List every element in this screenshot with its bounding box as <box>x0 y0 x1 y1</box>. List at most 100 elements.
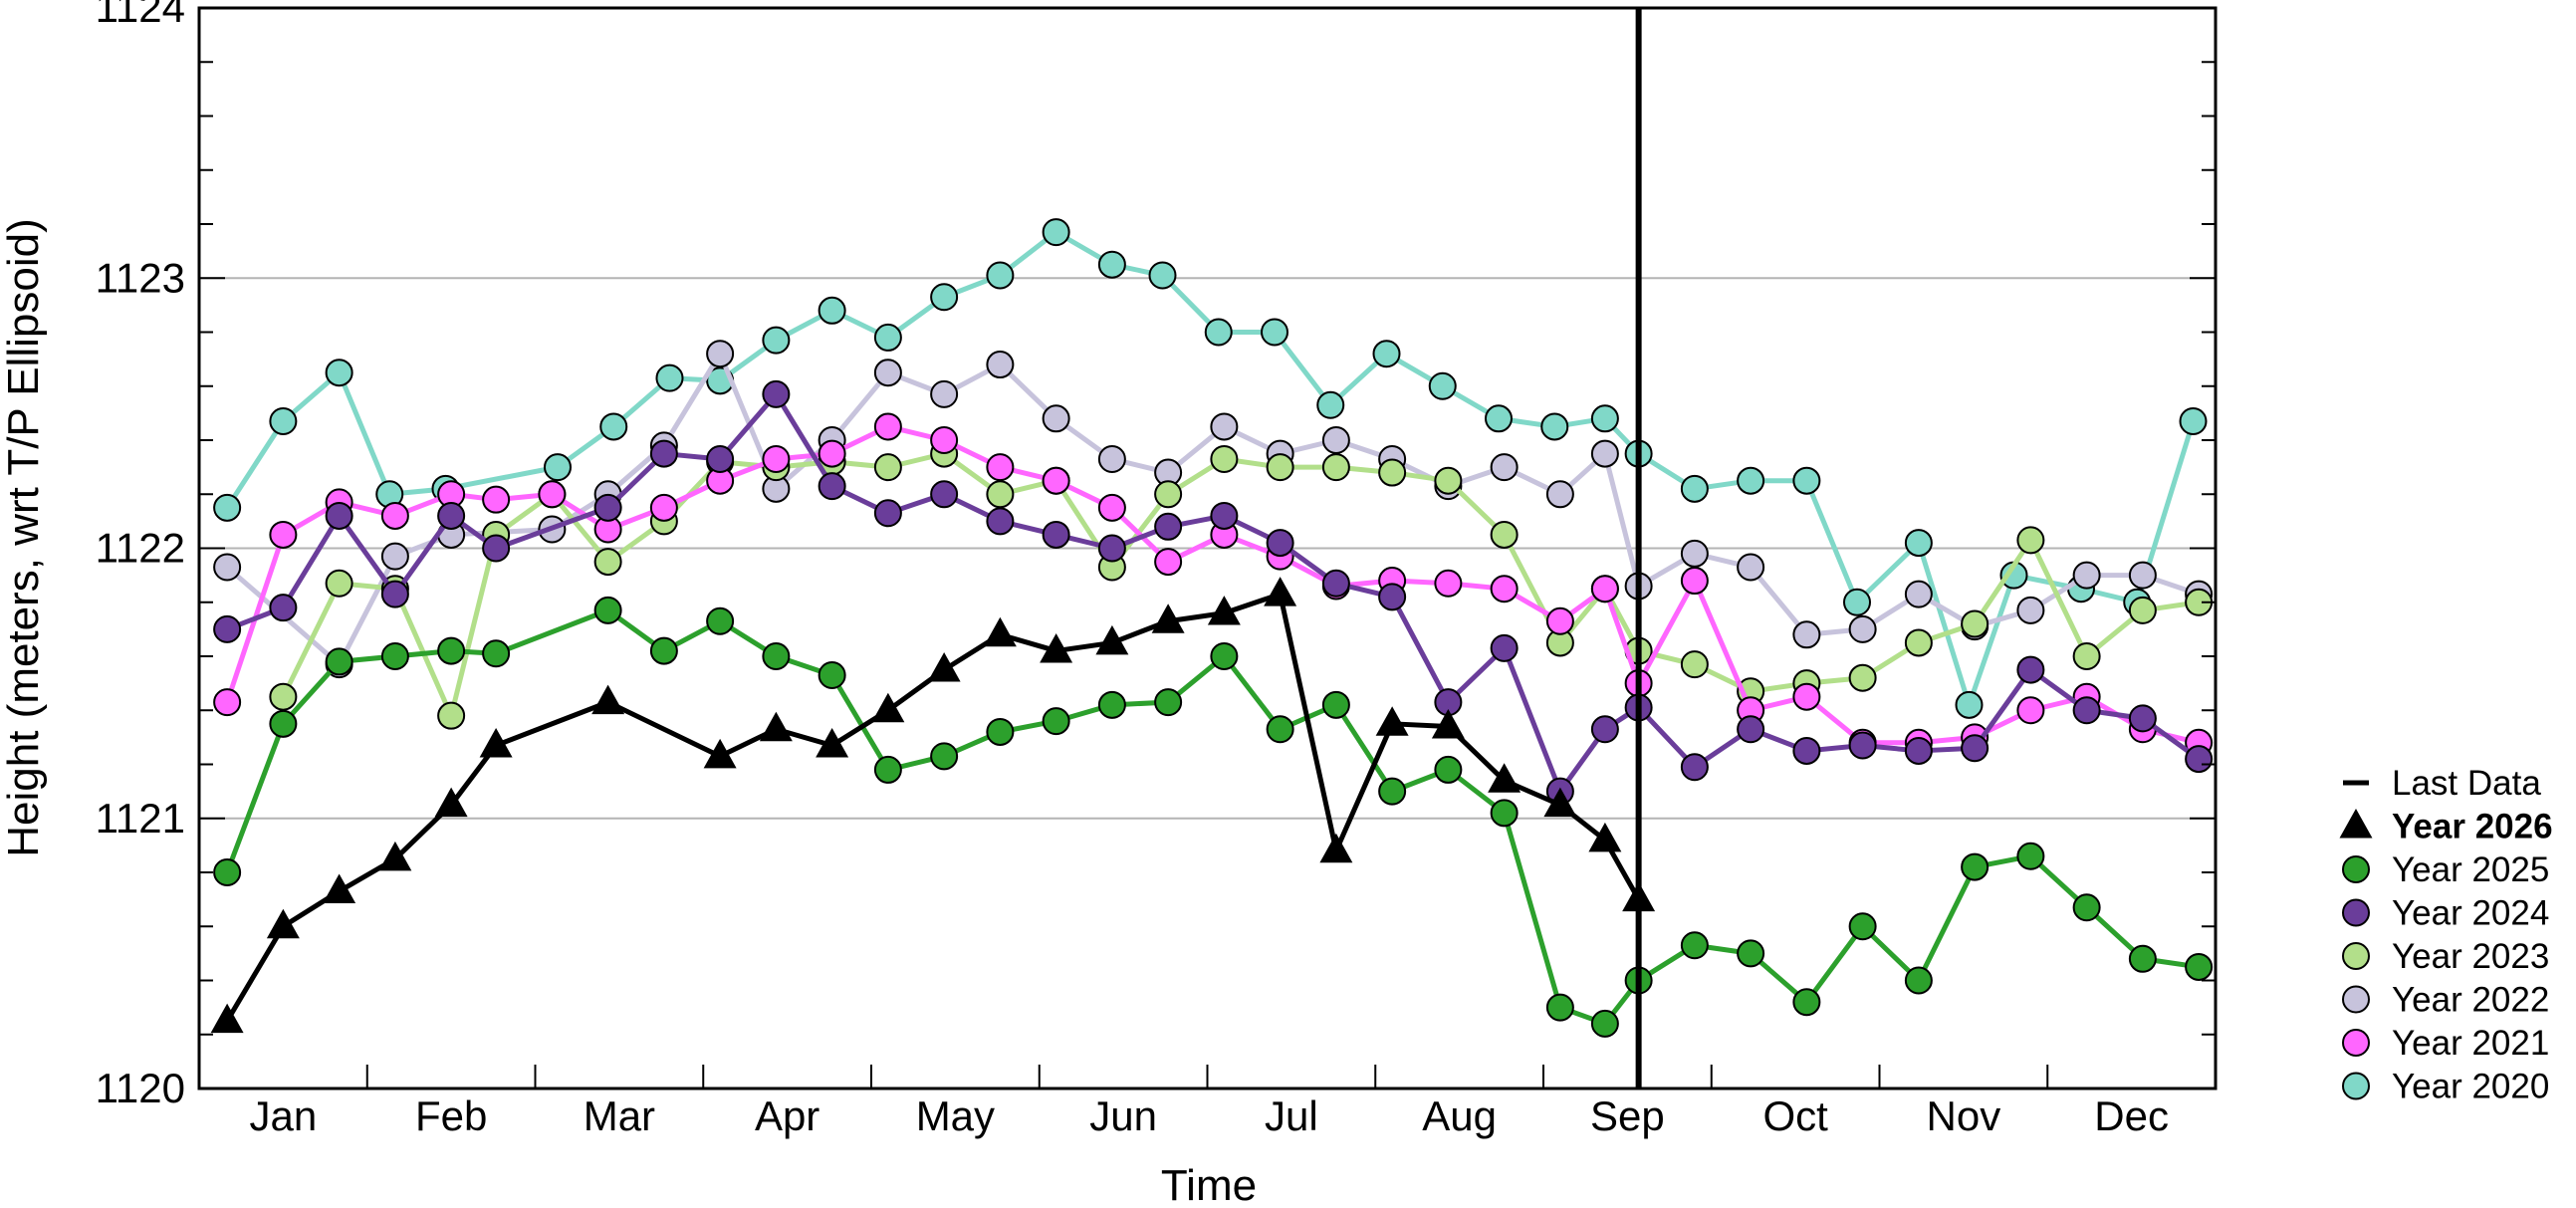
data-point <box>2016 526 2045 555</box>
data-point <box>927 652 961 682</box>
data-point <box>2016 696 2045 725</box>
data-point <box>818 660 846 689</box>
data-point <box>1264 577 1297 606</box>
data-point <box>1904 736 1933 765</box>
x-tick-label: Jun <box>1089 1092 1157 1139</box>
data-point <box>269 594 298 622</box>
grid-lines <box>199 277 2216 820</box>
data-point <box>930 426 959 454</box>
data-point <box>1204 318 1233 347</box>
axis-ticks <box>199 7 2216 1089</box>
data-point <box>380 542 409 571</box>
data-point <box>2016 842 2045 870</box>
series-layer <box>210 218 2214 1038</box>
data-point <box>1151 604 1185 633</box>
data-point <box>1097 534 1126 563</box>
legend-label: Last Data <box>2392 764 2541 803</box>
data-point <box>986 507 1015 536</box>
data-point <box>1961 852 1990 881</box>
x-tick-label: Oct <box>1762 1092 1828 1139</box>
data-point <box>1848 663 1877 692</box>
data-point <box>2128 596 2157 624</box>
series <box>213 379 2214 806</box>
x-tick-label: Dec <box>2094 1092 2169 1139</box>
data-point <box>649 636 678 665</box>
data-point <box>2128 561 2157 590</box>
data-point <box>703 738 737 769</box>
data-point <box>1319 833 1353 863</box>
data-point <box>762 642 791 670</box>
data-point <box>479 727 513 758</box>
data-point <box>380 501 409 530</box>
legend-marker <box>2342 1029 2370 1057</box>
y-tick-labels: 1120 1121 1122 1123 1124 <box>96 0 185 1111</box>
data-point <box>1210 412 1239 441</box>
data-point <box>1148 261 1177 290</box>
data-point <box>437 636 466 665</box>
data-point <box>986 453 1015 482</box>
data-point <box>544 453 572 482</box>
data-point <box>1590 404 1619 433</box>
data-point <box>599 412 628 441</box>
data-point <box>1590 1009 1619 1038</box>
y-tick-label: 1122 <box>96 525 185 572</box>
x-tick-labels: Jan Feb Mar Apr May Jun Jul Aug Sep Oct Nov Dec <box>250 1092 2169 1139</box>
data-point <box>1904 529 1933 558</box>
data-point <box>1848 912 1877 941</box>
data-point <box>1961 609 1990 638</box>
data-point <box>325 501 353 530</box>
data-point <box>1792 988 1821 1017</box>
data-point <box>213 553 242 582</box>
x-tick-label: Aug <box>1422 1092 1497 1139</box>
data-point <box>1490 799 1519 828</box>
data-point <box>269 407 298 436</box>
data-point <box>1792 620 1821 649</box>
data-point <box>1378 458 1407 487</box>
data-point <box>1266 453 1294 482</box>
data-point <box>2072 893 2101 922</box>
y-tick-label: 1123 <box>96 254 185 301</box>
data-point <box>1543 787 1577 818</box>
legend-marker <box>2342 898 2370 927</box>
data-point <box>1485 404 1513 433</box>
data-point <box>1545 480 1574 509</box>
data-point <box>269 709 298 738</box>
data-point <box>1097 444 1126 473</box>
data-point <box>1207 596 1241 625</box>
data-point <box>1042 707 1070 736</box>
y-axis-title: Height (meters, wrt T/P Ellipsoid) <box>0 218 48 856</box>
data-point <box>266 908 300 939</box>
data-point <box>325 359 353 387</box>
data-point <box>818 439 846 468</box>
legend-marker <box>2342 985 2370 1014</box>
data-point <box>706 444 735 473</box>
data-point <box>1737 939 1765 968</box>
series <box>210 577 1656 1034</box>
legend-label: Year 2026 <box>2392 808 2553 846</box>
legend-label: Year 2022 <box>2392 981 2549 1020</box>
data-point <box>2185 952 2214 981</box>
data-point <box>591 684 625 715</box>
data-point <box>1210 501 1239 530</box>
data-point <box>269 520 298 549</box>
data-point <box>1154 688 1183 717</box>
data-point <box>2072 642 2101 670</box>
data-point <box>325 647 353 676</box>
x-tick-label: Feb <box>415 1092 487 1139</box>
data-point <box>1378 583 1407 611</box>
data-point <box>213 858 242 886</box>
data-point <box>1040 633 1073 663</box>
data-point <box>873 499 902 528</box>
data-point <box>1737 715 1765 744</box>
data-point <box>1321 453 1350 482</box>
x-tick-label: Sep <box>1590 1092 1665 1139</box>
data-point <box>1210 444 1239 473</box>
data-point <box>1375 706 1409 736</box>
data-point <box>1042 520 1070 549</box>
data-point <box>930 480 959 509</box>
data-point <box>378 841 412 871</box>
data-point <box>1680 567 1709 596</box>
data-point <box>930 379 959 408</box>
data-point <box>1961 734 1990 763</box>
